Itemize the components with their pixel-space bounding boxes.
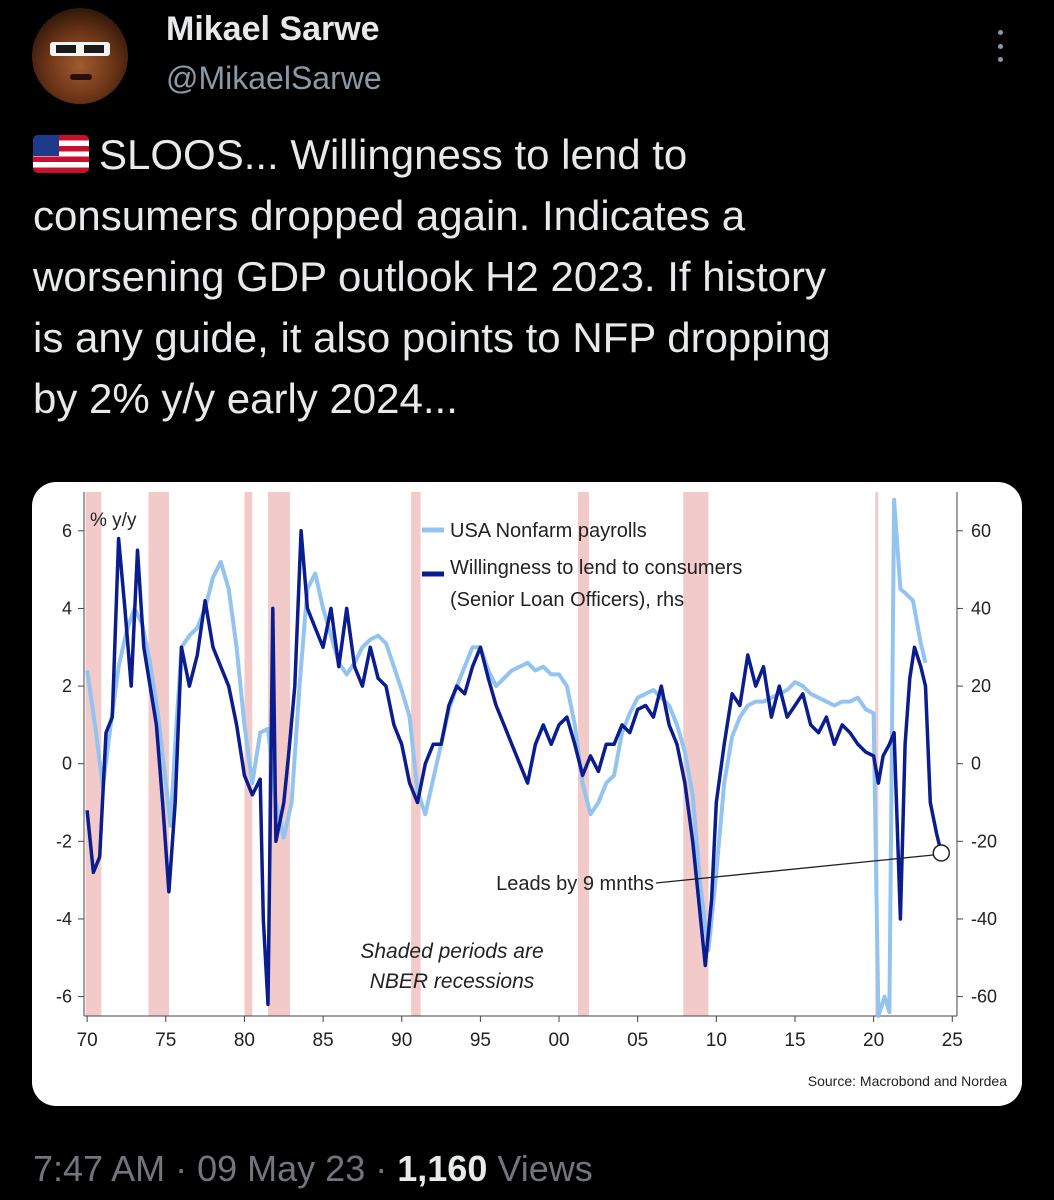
- leads-pointer-line: [655, 854, 934, 884]
- legend-label-payrolls: USA Nonfarm payrolls: [450, 520, 647, 542]
- user-name[interactable]: Mikael Sarwe: [166, 10, 380, 48]
- series-line-payrolls: [85, 497, 928, 1018]
- recession-band: [577, 492, 589, 1016]
- annotations: USA Nonfarm payrolls Willingness to lend …: [360, 520, 1007, 1089]
- x-tick-label: 95: [470, 1030, 491, 1051]
- mouth-shape: [70, 74, 92, 80]
- tweet-line: is any guide, it also points to NFP drop…: [33, 314, 831, 361]
- left-tick-label: -2: [56, 831, 72, 851]
- left-axis-label: % y/y: [90, 510, 137, 531]
- series-line-lending: [85, 529, 944, 1007]
- leads-label: Leads by 9 mnths: [496, 873, 654, 895]
- right-tick-label: 0: [971, 754, 981, 774]
- left-tick-label: 0: [62, 754, 72, 774]
- shaded-note-line2: NBER recessions: [370, 970, 535, 993]
- source-label: Source: Macrobond and Nordea: [808, 1073, 1007, 1089]
- recession-band: [875, 492, 879, 1016]
- tweet-date[interactable]: 09 May 23: [197, 1148, 366, 1189]
- tweet-line: worsening GDP outlook H2 2023. If histor…: [33, 253, 826, 300]
- user-handle[interactable]: @MikaelSarwe: [166, 60, 382, 96]
- x-tick-label: 85: [313, 1030, 334, 1051]
- right-tick-label: -60: [971, 987, 997, 1007]
- right-tick-label: -20: [971, 831, 997, 851]
- x-tick-label: 15: [784, 1030, 805, 1051]
- shaded-note-line1: Shaded periods are: [360, 940, 543, 963]
- x-tick-label: 20: [863, 1030, 884, 1051]
- right-tick-label: 40: [971, 598, 991, 618]
- series-lines: [85, 497, 944, 1018]
- tweet-line: by 2% y/y early 2024...: [33, 375, 458, 422]
- legend-label-lending: Willingness to lend to consumers: [450, 557, 742, 579]
- right-tick-label: 20: [971, 676, 991, 696]
- tweet-line: consumers dropped again. Indicates a: [33, 192, 746, 239]
- x-tick-label: 05: [627, 1030, 648, 1051]
- glasses-shape: [50, 42, 110, 56]
- x-tick-label: 25: [942, 1030, 963, 1051]
- x-tick-label: 10: [706, 1030, 727, 1051]
- right-tick-label: -40: [971, 909, 997, 929]
- tweet-text: SLOOS... Willingness to lend to consumer…: [33, 124, 1023, 429]
- views-count: 1,160: [397, 1148, 488, 1189]
- separator: ·: [175, 1148, 188, 1189]
- separator: ·: [375, 1148, 388, 1189]
- tweet-line: SLOOS... Willingness to lend to: [33, 124, 1023, 185]
- more-options-icon[interactable]: [988, 26, 1012, 66]
- left-tick-label: -6: [56, 987, 72, 1007]
- views-label: Views: [497, 1148, 593, 1189]
- recession-band: [85, 492, 102, 1016]
- recession-band: [411, 492, 421, 1016]
- leads-marker: [932, 844, 951, 862]
- x-tick-label: 90: [391, 1030, 412, 1051]
- tweet-time[interactable]: 7:47 AM: [33, 1148, 166, 1189]
- left-tick-label: -4: [56, 909, 72, 929]
- left-tick-label: 2: [62, 676, 72, 696]
- left-tick-label: 6: [62, 521, 72, 541]
- x-tick-label: 70: [77, 1030, 98, 1051]
- left-tick-label: 4: [62, 598, 72, 618]
- chart-image[interactable]: 6 4 2 0 -2 -4 -6 60 40 20 0 -20 -40 -60 70 75 80 85 90 95 00…: [32, 482, 1022, 1106]
- tweet-meta: 7:47 AM · 09 May 23 · 1,160 Views: [33, 1148, 593, 1190]
- right-tick-label: 60: [971, 521, 991, 541]
- us-flag-icon: [33, 135, 89, 173]
- x-tick-label: 00: [548, 1030, 569, 1051]
- x-tick-label: 75: [155, 1030, 176, 1051]
- avatar[interactable]: [32, 8, 128, 104]
- x-tick-label: 80: [234, 1030, 255, 1051]
- legend-label-lending-sub: (Senior Loan Officers), rhs: [450, 589, 684, 611]
